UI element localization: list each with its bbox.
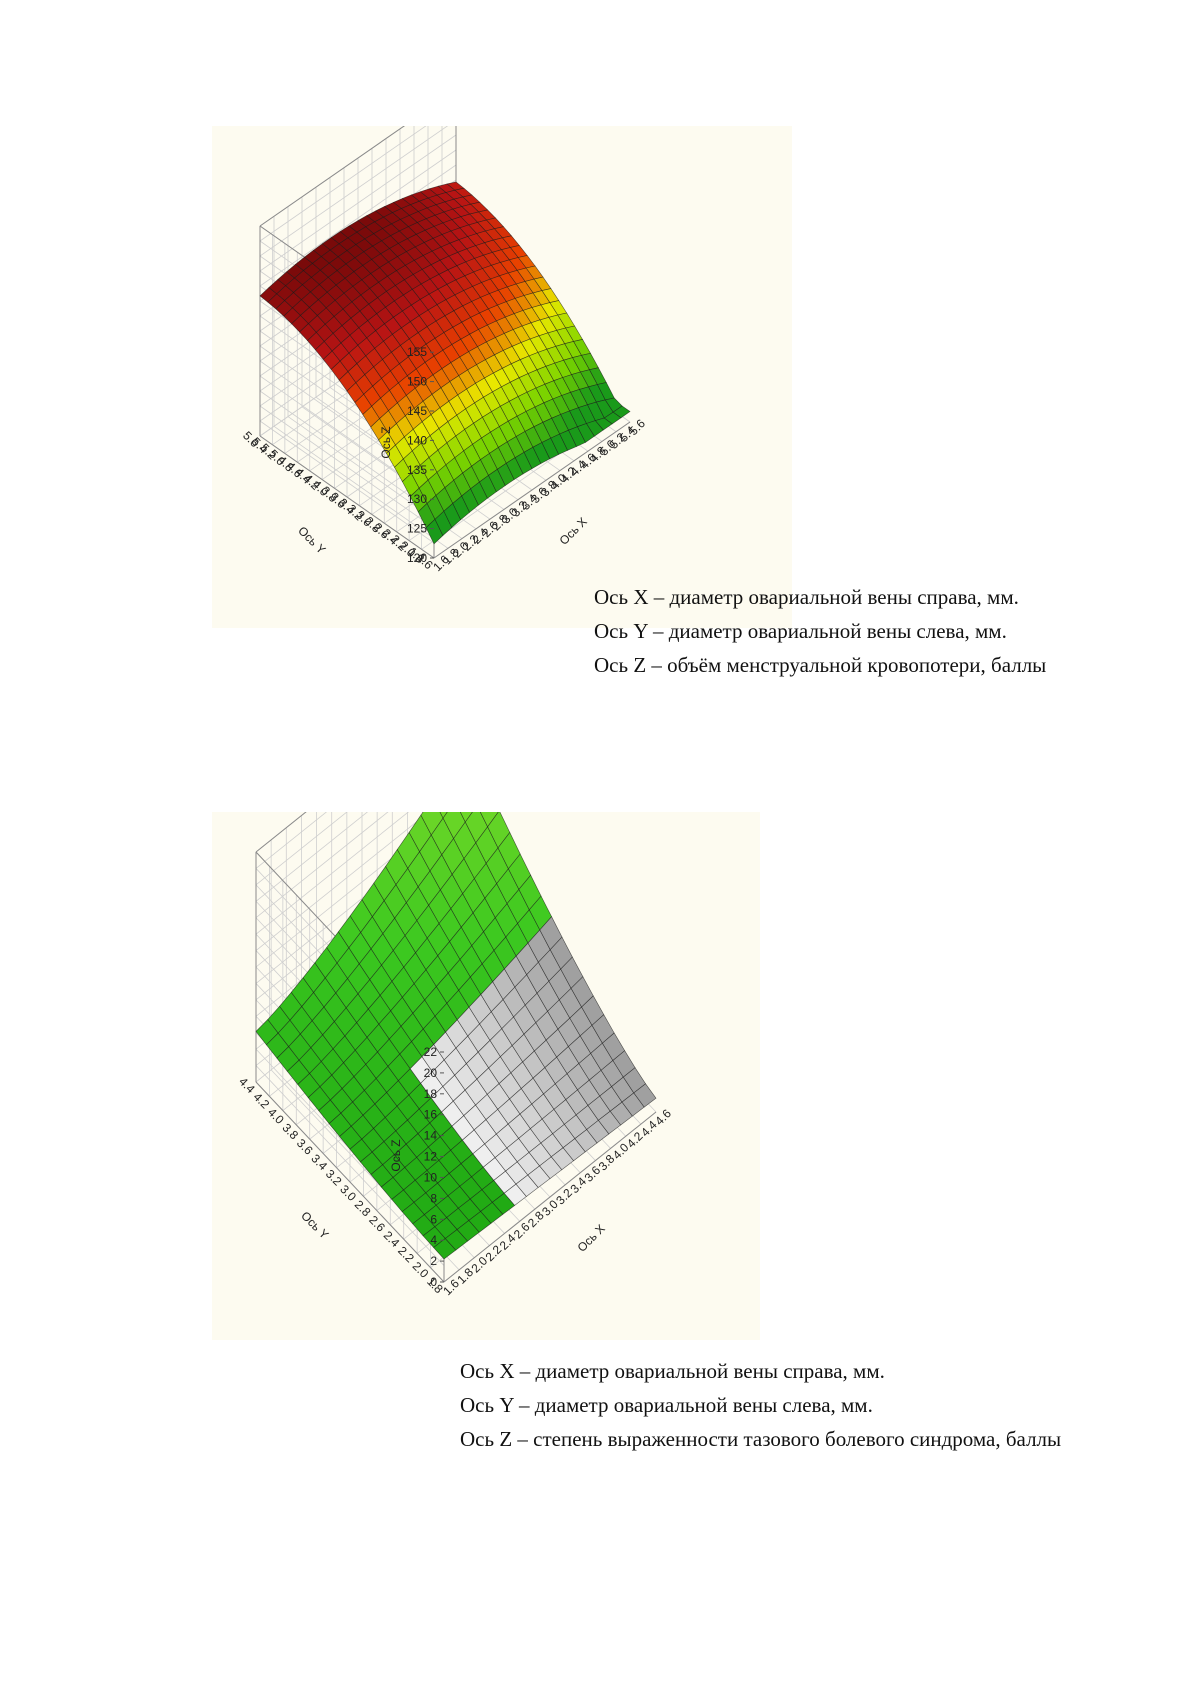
y-tick-label: 2.0 bbox=[410, 1259, 432, 1281]
z-tick-label: 12 bbox=[424, 1150, 438, 1164]
surface-cell bbox=[439, 812, 448, 819]
surface-plot-blood-loss: 155 150 145 140 135 130 125 120 5.6 5.4 5.2 5.0 4.8 4… bbox=[212, 126, 792, 628]
y-tick-label: 3.0 bbox=[337, 1182, 359, 1204]
surface-plot-1-canvas: 1551501451401351301251205.65.45.25.04.84… bbox=[240, 126, 648, 574]
z-tick-label: 4 bbox=[430, 1233, 437, 1247]
legend-axis-y: Ось Y – диаметр овариальной вены слева, … bbox=[594, 619, 1007, 643]
y-tick-label: 3.6 bbox=[294, 1136, 316, 1158]
y-axis-label: Ось Y bbox=[298, 1209, 331, 1242]
z-tick-label: 145 bbox=[407, 404, 427, 418]
z-tick-label: 135 bbox=[407, 463, 427, 477]
surface-cell bbox=[612, 405, 631, 419]
z-tick-label: 16 bbox=[424, 1108, 438, 1122]
legend-axis-z: Ось Z – объём менструальной кровопотери,… bbox=[594, 653, 1047, 677]
surface-plot-2-canvas: 22201816141210864204.44.24.03.83.63.43.2… bbox=[236, 812, 674, 1298]
y-axis-label: Ось Y bbox=[295, 524, 328, 557]
z-tick-label: 20 bbox=[424, 1066, 438, 1080]
z-tick-label: 14 bbox=[424, 1129, 438, 1143]
x-axis-label: Ось X bbox=[575, 1222, 608, 1255]
surface-mesh bbox=[259, 181, 631, 545]
z-tick-label: 140 bbox=[407, 433, 427, 447]
z-tick-label: 8 bbox=[430, 1191, 437, 1205]
z-tick-label: 22 bbox=[424, 1045, 438, 1059]
surface-cell bbox=[633, 1083, 657, 1108]
y-tick-label: 3.2 bbox=[323, 1167, 345, 1189]
z-tick-label: 10 bbox=[424, 1170, 438, 1184]
z-tick-label: 155 bbox=[407, 345, 427, 359]
legend-axis-z: Ось Z – степень выраженности тазового бо… bbox=[460, 1427, 1062, 1451]
z-tick-label: 0 bbox=[430, 1275, 437, 1289]
z-tick-label: 120 bbox=[407, 551, 427, 565]
surface-cell bbox=[459, 812, 473, 823]
x-axis-label: Ось X bbox=[557, 515, 590, 548]
y-tick-label: 4.0 bbox=[265, 1105, 287, 1127]
y-tick-label: 2.8 bbox=[352, 1197, 374, 1219]
z-tick-label: 6 bbox=[430, 1212, 437, 1226]
legend-plot-2: Ось X – диаметр овариальной вены справа,… bbox=[460, 1354, 1061, 1456]
z-tick-label: 150 bbox=[407, 375, 427, 389]
z-axis-label: Ось Z bbox=[379, 426, 393, 458]
legend-plot-1: Ось X – диаметр овариальной вены справа,… bbox=[594, 580, 1046, 682]
y-tick-label: 2.6 bbox=[366, 1213, 388, 1235]
z-tick-label: 125 bbox=[407, 522, 427, 536]
y-tick-label: 2.2 bbox=[395, 1244, 417, 1266]
legend-axis-x: Ось X – диаметр овариальной вены справа,… bbox=[460, 1359, 885, 1383]
y-tick-label: 2.4 bbox=[381, 1228, 403, 1250]
z-tick-label: 18 bbox=[424, 1087, 438, 1101]
z-axis-label: Ось Z bbox=[389, 1139, 403, 1171]
legend-axis-x: Ось X – диаметр овариальной вены справа,… bbox=[594, 585, 1019, 609]
surface-plot-pain-syndrome: 22 20 18 16 14 12 10 8 6 4 2 0 4.4 4.2 4.0 3.8 3.6 3.4 3.2… bbox=[212, 812, 760, 1340]
legend-axis-y: Ось Y – диаметр овариальной вены слева, … bbox=[460, 1393, 873, 1417]
y-tick-label: 3.4 bbox=[308, 1151, 330, 1173]
surface-mesh bbox=[255, 812, 657, 1260]
y-tick-label: 4.4 bbox=[236, 1074, 258, 1096]
z-tick-label: 130 bbox=[407, 492, 427, 506]
z-tick-label: 2 bbox=[430, 1254, 437, 1268]
